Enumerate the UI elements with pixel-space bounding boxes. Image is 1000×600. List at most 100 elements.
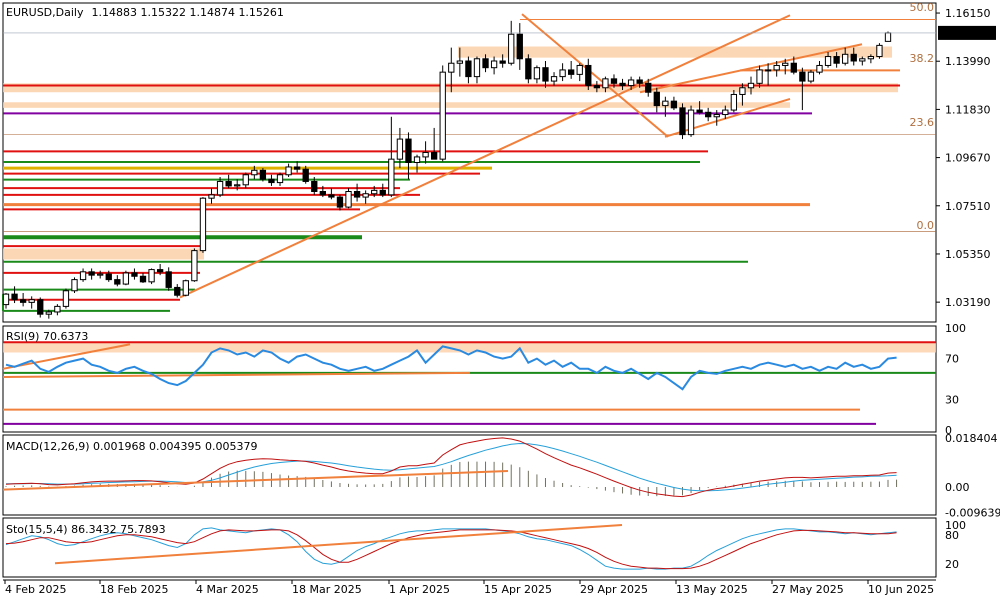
candle: [747, 76, 755, 95]
candle: [216, 177, 224, 198]
date-tick-label: 18 Mar 2025: [292, 583, 362, 596]
macd-panel: [2, 434, 937, 516]
candle: [396, 127, 404, 169]
candle: [473, 56, 481, 84]
candle: [2, 293, 10, 309]
date-tick-label: 4 Feb 2025: [5, 583, 66, 596]
candle: [550, 72, 558, 86]
candle-bull-body: [79, 271, 87, 281]
candle: [662, 96, 669, 117]
candle-bull-body: [413, 156, 421, 164]
candle: [293, 161, 301, 173]
candle: [764, 63, 772, 86]
price-tick-label: 1.16150: [945, 7, 991, 20]
candle: [259, 168, 267, 182]
candle-bear-body: [610, 78, 618, 84]
sto-trendline: [54, 524, 623, 565]
date-tick-label: 13 May 2025: [676, 583, 748, 596]
candle: [251, 165, 258, 180]
candle-bull-body: [71, 279, 78, 292]
candle: [45, 309, 52, 319]
candle-bear-body: [131, 272, 138, 277]
candle: [165, 267, 172, 291]
candle: [824, 52, 832, 68]
rsi-overbought-band: [3, 342, 936, 353]
candle-bull-body: [2, 293, 10, 306]
current-price-badge: [938, 25, 996, 40]
macd-tick-label: 0.00: [945, 481, 970, 494]
candle: [105, 270, 112, 282]
candle: [413, 154, 421, 173]
candle: [448, 47, 455, 93]
candle: [508, 20, 515, 66]
fibo-23-label: 23.6: [910, 116, 935, 129]
candle-bull-body: [345, 191, 352, 208]
price-tick-label: 1.05350: [945, 248, 991, 261]
candle-bull-body: [242, 174, 249, 186]
macd-tick-label: -0.009639: [945, 507, 1000, 520]
candle-bear-body: [542, 67, 549, 82]
candle: [439, 65, 446, 162]
candle: [568, 61, 575, 79]
candle-bull-body: [148, 269, 155, 283]
candle: [54, 304, 61, 316]
candle: [28, 296, 35, 309]
resistance-zone-mid: [3, 83, 898, 93]
candle-bull-body: [396, 138, 404, 160]
support-zone-upper: [3, 102, 790, 108]
candle: [431, 127, 438, 160]
candle: [585, 58, 592, 90]
candle-bull-body: [713, 114, 720, 118]
candle: [490, 56, 498, 75]
candle: [191, 248, 198, 282]
price-tick-label: 1.11830: [945, 103, 991, 116]
candle-bull-body: [448, 62, 455, 73]
candle-bull-body: [602, 78, 609, 89]
candle: [627, 76, 635, 90]
support-zone-lower: [3, 248, 204, 260]
candle-bull-body: [508, 33, 515, 64]
candle-bear-body: [516, 33, 523, 60]
candle-bear-body: [525, 58, 532, 80]
candle: [645, 78, 652, 97]
candle: [97, 270, 104, 279]
date-tick-label: 15 Apr 2025: [484, 583, 552, 596]
candle-bear-body: [465, 60, 472, 78]
macd-tick-label: 0.018404: [945, 432, 998, 445]
candle: [799, 67, 806, 111]
sto-main-line: [5, 527, 897, 570]
candle-bull-body: [191, 250, 198, 282]
candle: [465, 56, 472, 84]
candle-bull-body: [576, 64, 583, 75]
candle-bear-body: [670, 100, 678, 109]
candle-bull-body: [28, 299, 35, 303]
candle-bear-body: [19, 299, 27, 303]
candle: [576, 63, 583, 82]
candle-bear-body: [174, 286, 181, 296]
candle-bear-body: [311, 180, 318, 192]
candle: [319, 185, 326, 198]
rsi-trendline-1: [2, 371, 471, 378]
candle-bull-body: [456, 60, 463, 64]
date-tick-label: 4 Mar 2025: [196, 583, 259, 596]
trendline-long-support: [179, 14, 791, 299]
candle: [679, 103, 686, 140]
date-tick-label: 29 Apr 2025: [580, 583, 648, 596]
candle-bear-body: [833, 56, 840, 64]
candle-bear-body: [790, 62, 797, 73]
price-tick-label: 1.07510: [945, 200, 991, 213]
candle-bull-body: [773, 64, 780, 71]
candle: [610, 74, 618, 88]
candle-bull-body: [388, 158, 395, 196]
candle: [114, 275, 121, 287]
candle-bull-body: [756, 69, 763, 84]
candle-bear-body: [293, 166, 301, 170]
candle-bull-body: [199, 197, 207, 252]
candle: [379, 183, 386, 198]
candle-bull-body: [251, 169, 258, 176]
resistance-zone-upper: [458, 46, 892, 58]
candle-bear-body: [302, 168, 309, 182]
candle-bear-body: [405, 138, 412, 163]
candle-bear-body: [11, 293, 18, 301]
